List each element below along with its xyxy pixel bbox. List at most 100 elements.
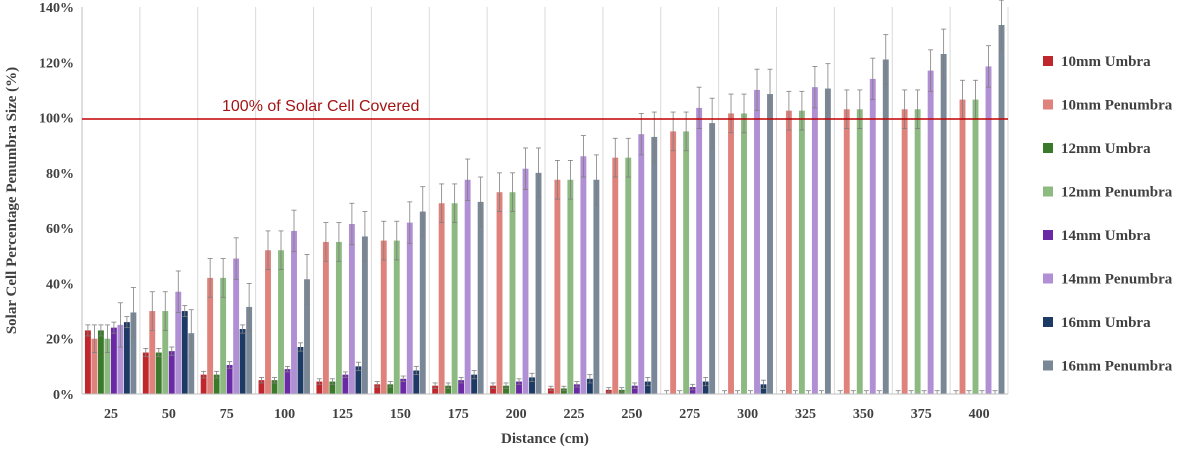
- bar: [728, 113, 734, 395]
- legend-swatch: [1043, 56, 1053, 66]
- legend-entry: 10mm Umbra: [1061, 54, 1151, 70]
- bar: [387, 384, 394, 394]
- bar: [200, 374, 207, 394]
- bar: [625, 157, 632, 394]
- bar: [516, 381, 522, 394]
- x-tick-label: 400: [969, 407, 990, 422]
- x-tick-labels: 25 50 75 100 125 150 175 200 225 250 275 300 325 350 3…: [104, 407, 990, 422]
- bars: [84, 24, 1005, 395]
- bar: [393, 240, 400, 394]
- bar: [207, 277, 214, 394]
- x-tick-label: 125: [332, 407, 353, 422]
- bar: [741, 113, 747, 395]
- y-tick-label: 100%: [39, 112, 74, 127]
- legend: 10mm Umbra 10mm Penumbra 12mm Umbra 12mm Pe…: [1043, 54, 1173, 375]
- bar: [702, 381, 709, 394]
- x-tick-label: 350: [853, 407, 874, 422]
- y-tick-label: 40%: [46, 277, 74, 292]
- bar: [188, 333, 195, 394]
- bar: [593, 179, 600, 394]
- bar: [477, 201, 484, 394]
- bar: [110, 327, 117, 394]
- bar: [767, 94, 773, 394]
- y-tick-label: 20%: [46, 333, 74, 348]
- bar: [901, 109, 908, 394]
- bar: [413, 370, 420, 394]
- bar: [554, 179, 561, 394]
- bar: [316, 381, 323, 394]
- x-tick-label: 275: [679, 407, 700, 422]
- bar: [130, 312, 137, 394]
- bar: [168, 351, 175, 394]
- bar: [798, 110, 805, 394]
- legend-entry: 12mm Penumbra: [1061, 185, 1173, 201]
- legend-entry: 16mm Umbra: [1061, 315, 1151, 331]
- bar: [927, 70, 934, 394]
- bar: [84, 330, 91, 394]
- bar: [586, 378, 593, 394]
- legend-entry: 12mm Umbra: [1061, 141, 1151, 157]
- x-tick-label: 225: [563, 407, 584, 422]
- bar: [181, 311, 188, 394]
- category-divider-grid: [139, 7, 1009, 394]
- legend-swatch: [1043, 143, 1053, 153]
- bar: [322, 241, 329, 394]
- bar: [361, 236, 368, 394]
- bar: [696, 107, 703, 395]
- bar: [291, 230, 297, 394]
- bar: [940, 53, 947, 395]
- bar: [856, 109, 863, 394]
- bar: [233, 258, 240, 394]
- bar: [529, 377, 535, 394]
- legend-swatch: [1043, 360, 1053, 371]
- bar: [355, 366, 362, 394]
- x-tick-label: 75: [220, 407, 234, 422]
- bar: [760, 384, 767, 394]
- bar: [998, 24, 1005, 394]
- bar: [547, 388, 554, 394]
- bar: [496, 192, 503, 394]
- bar: [97, 330, 104, 394]
- bar: [689, 387, 696, 394]
- reference-line-label: 100% of Solar Cell Covered: [222, 98, 419, 115]
- bar: [471, 374, 478, 394]
- bar: [631, 385, 638, 394]
- bar: [882, 59, 889, 395]
- bar: [265, 250, 271, 394]
- legend-swatch: [1043, 273, 1053, 284]
- y-axis-title: Solar Cell Percentage Penumbra Size (%): [4, 67, 20, 334]
- bar: [464, 179, 471, 394]
- bar: [503, 385, 509, 394]
- reference-line-group: 100% of Solar Cell Covered: [82, 98, 1008, 120]
- bar: [342, 374, 349, 394]
- bar: [220, 277, 227, 394]
- bar: [239, 329, 246, 394]
- bar: [567, 179, 574, 394]
- x-tick-label: 200: [506, 407, 527, 422]
- bar: [959, 99, 966, 394]
- legend-entry: 14mm Penumbra: [1061, 272, 1173, 288]
- bar: [638, 134, 645, 394]
- bar: [149, 311, 156, 394]
- legend-swatch: [1043, 99, 1053, 110]
- x-tick-label: 250: [621, 407, 642, 422]
- x-tick-label: 50: [162, 407, 176, 422]
- bar: [985, 66, 992, 395]
- bar: [573, 384, 580, 394]
- bar: [683, 131, 690, 394]
- bar: [509, 192, 516, 394]
- bar: [644, 381, 651, 394]
- bar: [560, 388, 567, 394]
- bar: [91, 338, 98, 394]
- bar: [123, 322, 130, 394]
- bar: [213, 374, 220, 394]
- x-tick-label: 300: [737, 407, 758, 422]
- x-axis-title: Distance (cm): [501, 431, 589, 447]
- bar: [155, 352, 162, 394]
- y-tick-label: 0%: [53, 388, 74, 403]
- x-tick-label: 375: [911, 407, 932, 422]
- bar: [406, 222, 413, 394]
- bar: [162, 311, 169, 394]
- bar: [522, 168, 529, 394]
